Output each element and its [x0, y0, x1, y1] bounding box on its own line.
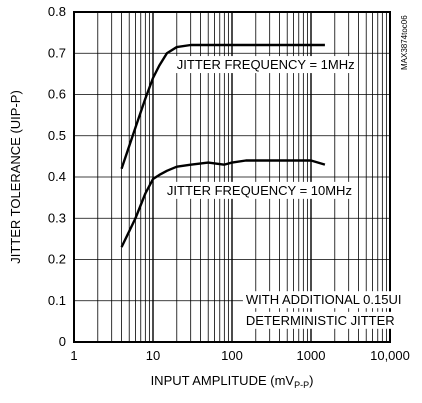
y-tick-label: 0.6	[48, 87, 66, 102]
series-line-2	[120, 159, 326, 248]
series-line-1	[120, 43, 325, 170]
x-tick-label: 1	[70, 348, 77, 363]
y-tick-label: 0.4	[48, 169, 66, 184]
annotation-background	[242, 291, 405, 309]
annotation-background	[242, 311, 398, 329]
x-tick-label: 1000	[297, 348, 326, 363]
annotation-group: JITTER FREQUENCY = 1MHz JITTER FREQUENCY …	[163, 56, 405, 329]
annotation-label: DETERMINISTIC JITTER	[246, 313, 395, 328]
x-tick-label: 10	[146, 348, 160, 363]
annotation-label: JITTER FREQUENCY = 1MHz	[177, 57, 355, 72]
plot-frame	[73, 11, 391, 343]
y-tick-label: 0.7	[48, 45, 66, 60]
annotation-background	[163, 181, 355, 199]
y-tick-label: 0.1	[48, 293, 66, 308]
y-tick-label: 0.8	[48, 4, 66, 19]
y-tick-label: 0.5	[48, 128, 66, 143]
annotation-label: WITH ADDITIONAL 0.15UI	[246, 292, 402, 307]
x-tick-label: 10,000	[370, 348, 410, 363]
annotation-label: JITTER FREQUENCY = 10MHz	[167, 183, 352, 198]
y-tick-label: 0.3	[48, 210, 66, 225]
x-tick-label: 100	[221, 348, 243, 363]
y-axis-title: JITTER TOLERANCE (UIP-P)	[8, 90, 23, 264]
y-tick-label: 0.2	[48, 252, 66, 267]
y-tick-label: 0	[59, 334, 66, 349]
x-axis-title: INPUT AMPLITUDE (mVP-P)	[151, 373, 314, 390]
annotation-background	[173, 56, 358, 74]
figure-id-label: MAX3874toc06	[400, 15, 409, 70]
